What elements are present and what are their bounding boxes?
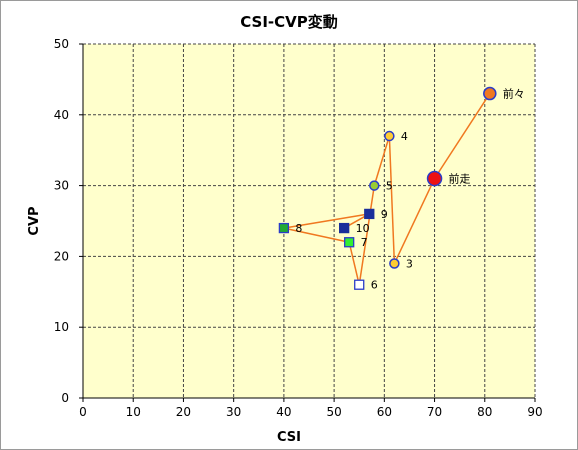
x-tick-label: 0 (79, 405, 87, 419)
series-segment (373, 135, 391, 186)
axes (79, 43, 536, 402)
y-tick-label: 30 (54, 179, 69, 193)
x-tick-label: 80 (477, 405, 492, 419)
point-label-10: 10 (356, 222, 370, 235)
point-label-7: 7 (361, 236, 368, 249)
series-segment (348, 242, 360, 285)
point-label-6: 6 (371, 279, 378, 292)
x-tick-label: 70 (427, 405, 442, 419)
point-marker-8 (278, 222, 290, 234)
point-label-3: 3 (406, 257, 413, 270)
point-label-前走: 前走 (449, 172, 471, 186)
y-tick-labels: 0 10 20 30 40 50 (54, 37, 69, 405)
x-axis-label: CSI (277, 430, 301, 445)
series-segment (433, 93, 491, 179)
x-tick-labels: 0 10 20 30 40 50 60 70 80 90 (79, 405, 542, 419)
y-tick-label: 0 (61, 391, 69, 405)
y-axis-label: CVP (27, 206, 42, 235)
series-segment (283, 227, 350, 243)
x-tick-label: 90 (527, 405, 542, 419)
point-marker-前走 (426, 170, 443, 187)
point-marker-7 (344, 237, 355, 248)
point-marker-3 (389, 258, 400, 269)
x-tick-label: 20 (176, 405, 191, 419)
y-tick-label: 20 (54, 249, 69, 263)
chart-title: CSI-CVP変動 (240, 13, 338, 31)
x-tick-label: 10 (126, 405, 141, 419)
point-label-9: 9 (381, 208, 388, 221)
y-tick-label: 40 (54, 108, 69, 122)
point-label-5: 5 (386, 180, 393, 193)
point-label-前々: 前々 (503, 87, 525, 101)
point-marker-9 (364, 208, 375, 220)
series-segment (388, 136, 396, 264)
y-tick-label: 50 (54, 37, 69, 51)
series-segment (358, 185, 376, 285)
point-marker-5 (369, 180, 380, 191)
point-marker-前々 (483, 86, 497, 101)
x-tick-label: 60 (377, 405, 392, 419)
grid-lines (83, 43, 536, 398)
series-segment (283, 213, 370, 229)
x-tick-label: 50 (326, 405, 341, 419)
series-lines (283, 93, 491, 285)
series-segment (393, 178, 436, 264)
point-marker-10 (339, 222, 350, 234)
point-label-8: 8 (295, 222, 302, 235)
point-label-4: 4 (401, 130, 408, 143)
x-tick-label: 40 (276, 405, 291, 419)
plot-area (83, 44, 535, 398)
x-tick-label: 30 (226, 405, 241, 419)
data-points (278, 86, 497, 290)
point-marker-6 (354, 279, 365, 290)
point-marker-4 (384, 130, 395, 142)
y-tick-label: 10 (54, 320, 69, 334)
